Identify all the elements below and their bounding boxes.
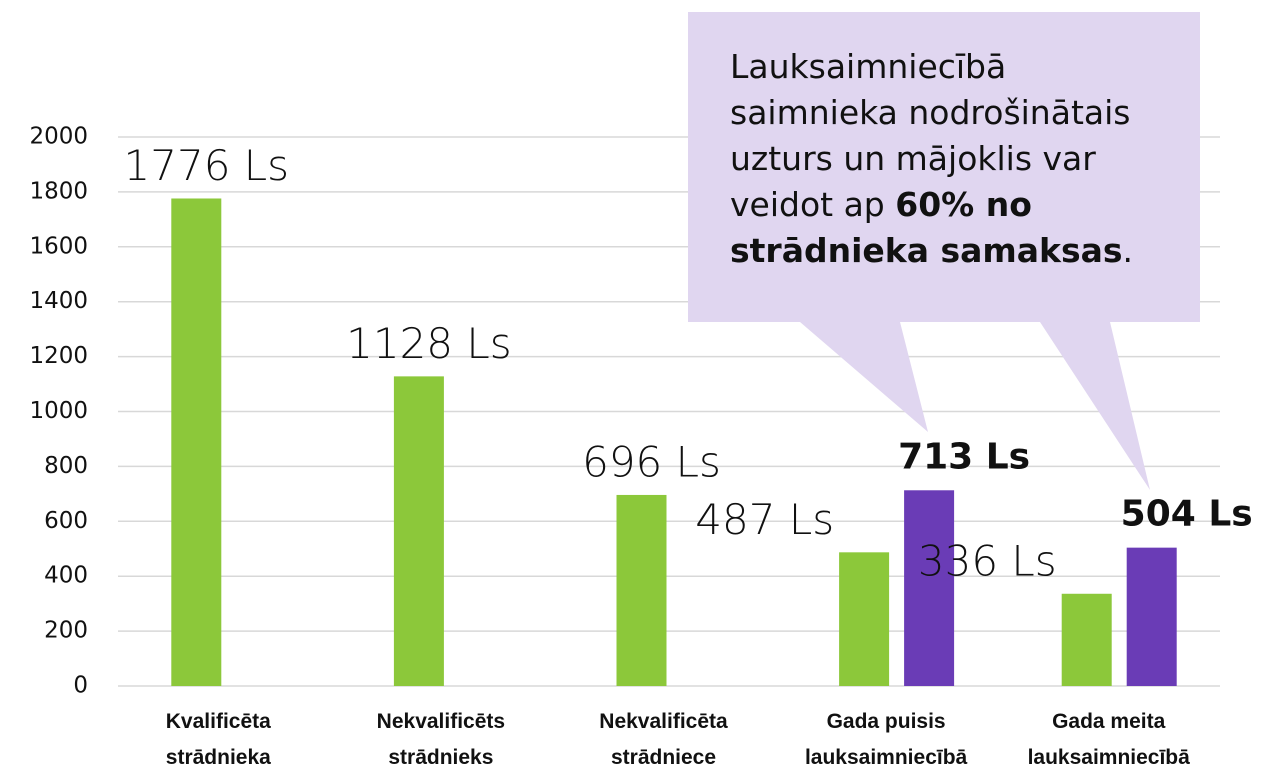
y-tick-label: 1000 [29,398,88,424]
data-label: 1776 Ls [124,141,290,190]
y-tick-label: 0 [73,673,88,699]
data-label: 504 Ls [1121,494,1253,535]
callout [688,12,1200,490]
bar [1061,593,1112,686]
x-tick-label: Kvalificēta strādnieka [165,710,271,769]
y-tick-label: 1800 [29,178,88,204]
bar [616,494,667,686]
x-tick-label: Gada meita lauksaimniecībā [1027,710,1190,769]
data-label: 487 Ls [695,495,834,544]
bar [1126,547,1177,686]
x-tick-label: Nekvalificēts strādnieks [376,710,506,769]
y-tick-label: 600 [44,508,88,534]
note-text: . [1122,231,1134,270]
x-tick-label: Nekvalificēta strādniece [599,710,728,769]
bar [171,198,222,686]
data-label: 696 Ls [582,437,721,486]
callout-text: Lauksaimniecībā saimnieka nodrošinātais … [730,44,1170,274]
bar [393,376,444,686]
bar [904,490,955,686]
data-label: 336 Ls [918,536,1057,585]
y-tick-label: 1600 [29,233,88,259]
note-text: Lauksaimniecībā saimnieka nodrošinātais … [730,47,1131,224]
note-bold: 60% no strādnieka samaksas [730,185,1123,270]
bar [839,552,890,686]
data-label: 1128 Ls [346,319,512,368]
y-tick-label: 400 [44,563,88,589]
y-tick-label: 800 [44,453,88,479]
data-label: 713 Ls [898,436,1030,477]
y-tick-label: 200 [44,618,88,644]
y-tick-label: 2000 [29,124,88,150]
x-tick-label: Gada puisis lauksaimniecībā [804,710,968,769]
y-tick-label: 1400 [29,288,88,314]
y-tick-label: 1200 [29,343,88,369]
